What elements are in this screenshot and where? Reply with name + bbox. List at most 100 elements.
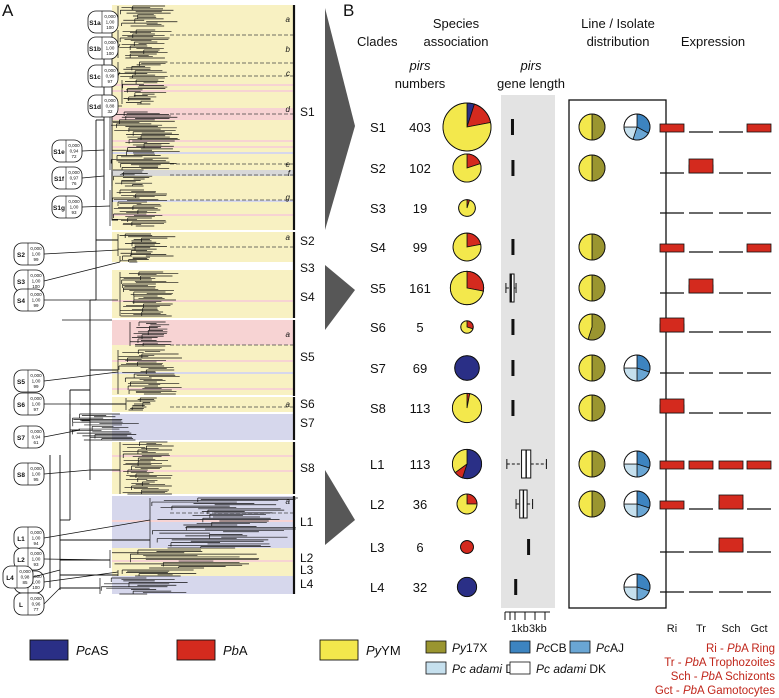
row-clade-label: S3	[370, 201, 386, 216]
header-pirs-1: pirs	[409, 58, 431, 73]
node-label-id: L1	[17, 536, 25, 543]
node-label-value: 99	[33, 384, 39, 389]
isolate-legend-swatch	[569, 640, 591, 654]
tree-stripe	[112, 372, 294, 374]
node-leader	[43, 469, 91, 475]
clade-bush	[121, 79, 168, 105]
expression-cell-strong	[718, 537, 744, 553]
node-label-value: 0,97	[70, 176, 79, 181]
clade-bush	[117, 569, 197, 577]
node-label-value: 32	[107, 109, 113, 114]
gene-length-bar	[527, 539, 531, 555]
node-label-box	[13, 462, 45, 486]
row-clade-label: S7	[370, 361, 386, 376]
expression-cell-gct	[746, 123, 772, 133]
node-label-box	[2, 565, 34, 589]
clade-rows: S1 403 S2 102 S3 19 S4 99 S5 161 S6 5 S7 69 S8 113 L1 113…	[370, 102, 772, 601]
node-label-box	[51, 195, 83, 219]
node-label-value: 0,000	[30, 530, 42, 535]
node-label-value: 0,000	[19, 569, 31, 574]
gene-length-bar	[511, 319, 515, 335]
node-label-value: 76	[71, 181, 77, 186]
node-label-id: S4	[17, 298, 25, 305]
clade-bush	[119, 441, 174, 495]
row-pirs-count: 403	[409, 120, 431, 135]
tree-stripe	[112, 470, 294, 472]
subclade-letter: d	[286, 105, 291, 114]
expression-legend-line: Sch - PbA Schizonts	[671, 671, 775, 683]
isolate-legend-swatch	[425, 661, 447, 675]
clade-label-s7: S7	[300, 416, 315, 430]
header-association: association	[423, 34, 488, 49]
node-label-value: 99	[33, 257, 39, 262]
yoelii-pie-slice	[591, 450, 606, 478]
node-label-value: 0,88	[106, 104, 115, 109]
node-label-value: 61	[33, 440, 39, 445]
header-numbers: numbers	[395, 76, 446, 91]
clade-label-s6: S6	[300, 397, 315, 411]
yoelii-pie-outline	[578, 313, 606, 341]
clade-bush	[149, 497, 298, 549]
clade-row-s5: S5 161	[370, 270, 771, 306]
species-pie-outline	[442, 102, 492, 152]
row-pirs-count: 5	[416, 320, 423, 335]
isolate-legend-label: PcCB	[536, 641, 567, 655]
node-label-value: 95	[33, 477, 39, 482]
isolate-legend-swatch	[509, 661, 531, 675]
legend-item-pba: PbA	[176, 639, 248, 661]
expression-cell-gct	[746, 460, 772, 470]
node-label-value: 0,000	[68, 170, 80, 175]
axis-tick-label: 3kb	[529, 623, 547, 635]
node-label-value: 99	[33, 303, 39, 308]
clade-bush	[109, 111, 180, 171]
row-pirs-count: 36	[413, 497, 427, 512]
node-leader	[81, 205, 111, 208]
tree-stripe	[112, 140, 294, 142]
isolate-legend-swatch	[509, 640, 531, 654]
panel-label-b: B	[343, 1, 354, 20]
clade-row-s3: S3 19	[370, 199, 771, 217]
node-support-labels: S1a0,0001,00100S1b0,0001,00100S1c0,0000,…	[2, 10, 151, 616]
chabaudi-pie-outline	[623, 573, 651, 601]
node-label-value: 1,00	[32, 536, 41, 541]
clade-label-s1: S1	[300, 105, 315, 119]
clade-label-l1: L1	[300, 515, 314, 529]
expression-cell-ri	[659, 460, 685, 470]
clade-label-s2: S2	[300, 234, 315, 248]
isolate-legend-item: PcAJ	[569, 640, 624, 655]
row-pirs-count: 19	[413, 201, 427, 216]
gene-length-bar	[511, 400, 515, 416]
row-clade-label: L3	[370, 540, 384, 555]
species-pie-outline	[460, 540, 474, 554]
yoelii-pie-slice	[578, 154, 593, 182]
yoelii-pie-outline	[578, 233, 606, 261]
node-label-value: 1,00	[106, 46, 115, 51]
node-label-id: S1f	[54, 176, 65, 183]
node-label-value: 0,000	[30, 273, 42, 278]
node-label-box	[13, 242, 45, 266]
node-label-box	[87, 64, 119, 88]
node-label-id: L2	[17, 557, 25, 564]
tree-stripe	[112, 214, 294, 216]
subclade-letter: c	[286, 69, 290, 78]
tree-band	[112, 256, 294, 262]
expression-cell-strong	[659, 398, 685, 414]
node-label-id: S1d	[89, 104, 101, 111]
node-label-value: 0,000	[30, 373, 42, 378]
gene-length-bar	[514, 579, 518, 595]
wedge-s1	[325, 8, 355, 230]
yoelii-pie-slice	[578, 450, 593, 478]
chabaudi-pie-outline	[623, 113, 651, 141]
gene-length-background	[501, 95, 555, 608]
tree-band	[112, 270, 294, 318]
node-leader	[43, 249, 119, 255]
isolate-legend-item: Pc adami DK	[509, 661, 606, 676]
